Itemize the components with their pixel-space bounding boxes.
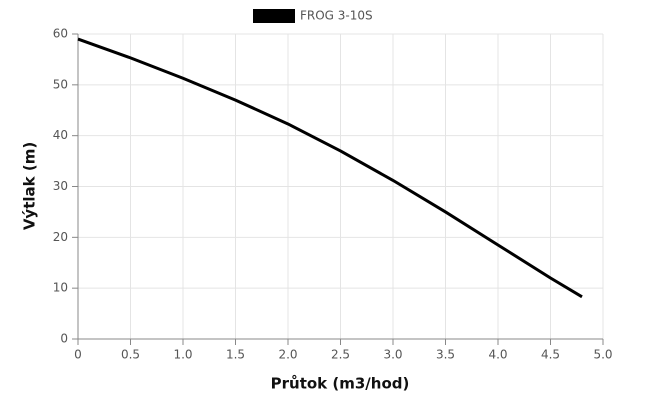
y-tick-label: 60 bbox=[53, 27, 68, 41]
x-tick-label: 2.0 bbox=[278, 348, 297, 362]
x-axis-title: Průtok (m3/hod) bbox=[271, 375, 410, 393]
y-tick-label: 40 bbox=[53, 128, 68, 142]
x-tick-label: 0.5 bbox=[121, 348, 140, 362]
x-tick-label: 2.5 bbox=[331, 348, 350, 362]
x-tick-label: 3.0 bbox=[383, 348, 402, 362]
x-tick-label: 4.5 bbox=[541, 348, 560, 362]
y-axis-title: Výtlak (m) bbox=[21, 142, 39, 230]
legend-swatch bbox=[253, 9, 295, 23]
x-tick-label: 4.0 bbox=[488, 348, 507, 362]
y-tick-label: 20 bbox=[53, 230, 68, 244]
y-tick-label: 0 bbox=[60, 332, 68, 346]
x-tick-label: 1.0 bbox=[173, 348, 192, 362]
x-tick-label: 1.5 bbox=[226, 348, 245, 362]
x-tick-label: 3.5 bbox=[436, 348, 455, 362]
x-tick-label: 5.0 bbox=[593, 348, 612, 362]
x-tick-label: 0 bbox=[74, 348, 82, 362]
line bbox=[77, 37, 583, 299]
y-tick-label: 30 bbox=[53, 179, 68, 193]
y-tick-label: 10 bbox=[53, 281, 68, 295]
legend-label: FROG 3-10S bbox=[300, 9, 373, 23]
y-tick-label: 50 bbox=[53, 77, 68, 91]
